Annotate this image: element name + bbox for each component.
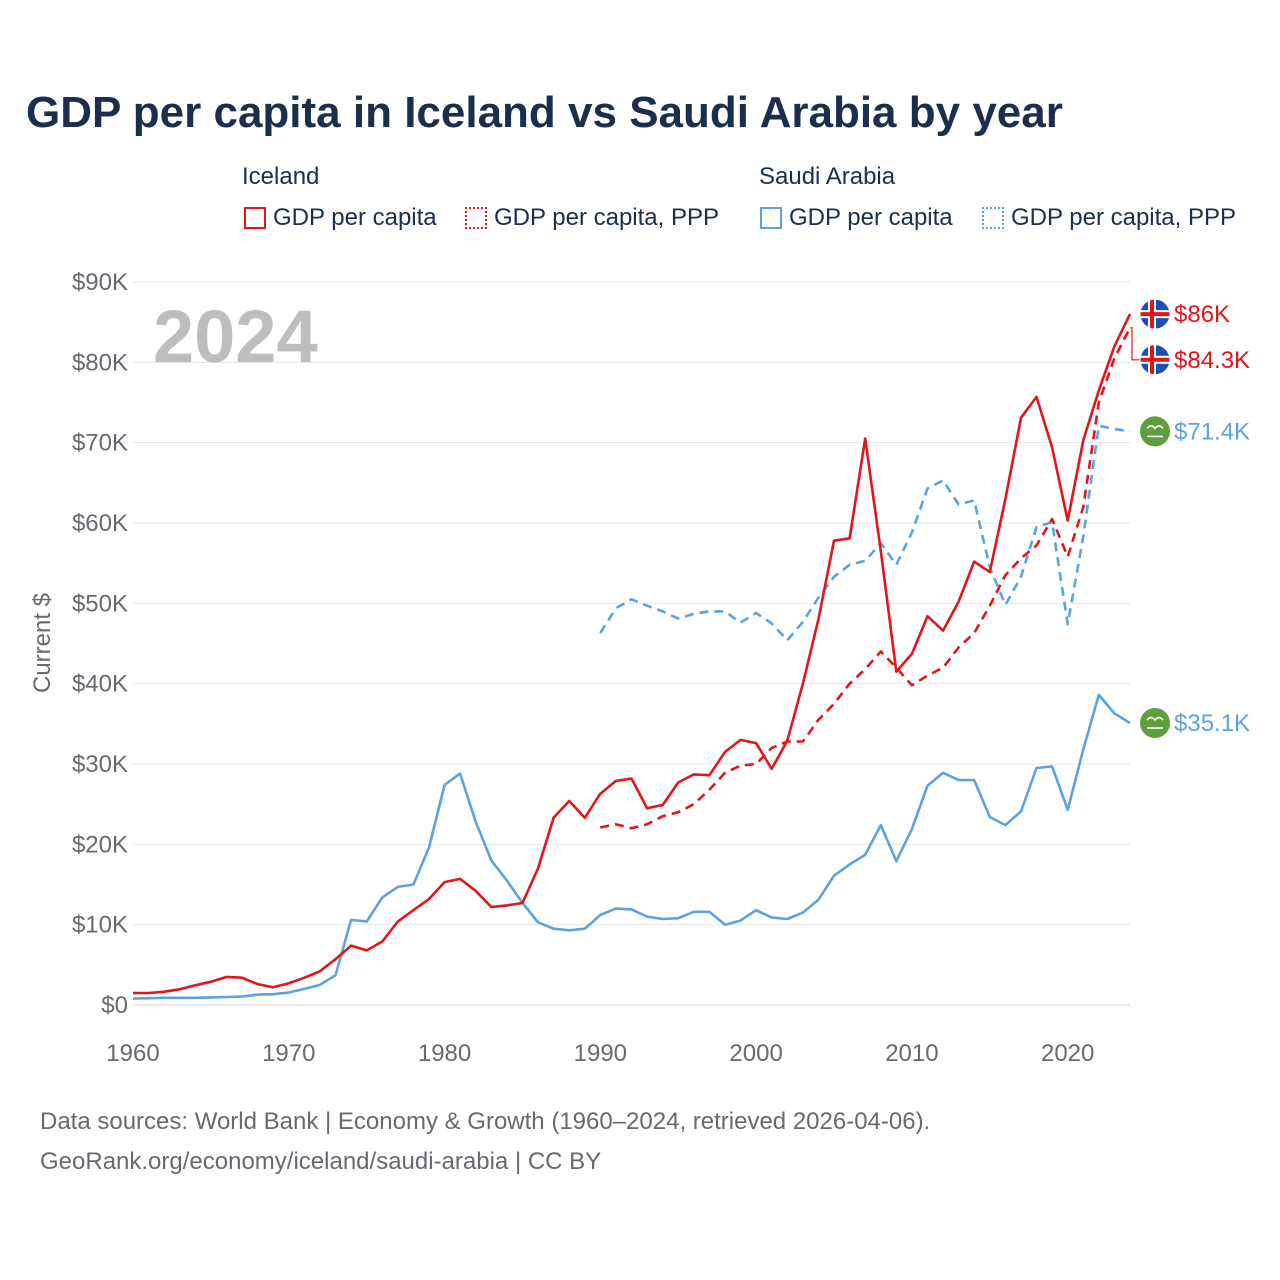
footer-sources: Data sources: World Bank | Economy & Gro…: [40, 1108, 931, 1135]
series-end-labels: $71.4K $35.1K $84.3K $86K: [1130, 298, 1250, 739]
x-tick-label: 1960: [106, 1040, 159, 1067]
series-line-saudi-arabia-gdp-per-capita-ppp[interactable]: [599, 424, 1131, 642]
footer-credit[interactable]: GeoRank.org/economy/iceland/saudi-arabia…: [40, 1148, 602, 1175]
legend-item-saudi-gdp-ppp[interactable]: GDP per capita, PPP: [982, 204, 1236, 232]
saudi-flag-icon: [1140, 708, 1170, 739]
x-tick-label: 1980: [418, 1040, 471, 1067]
series-end-value-label: $71.4K: [1174, 418, 1250, 445]
series-end-value-label: $86K: [1174, 301, 1230, 328]
grid: [133, 281, 1130, 1006]
y-tick-label: $80K: [72, 349, 128, 376]
series-line-iceland-gdp-per-capita[interactable]: [133, 313, 1132, 995]
series-end-value-label: $35.1K: [1174, 710, 1250, 737]
y-tick-label: $90K: [72, 269, 128, 296]
y-axis-ticks: $0 $10K $20K $30K $40K $50K $60K $70K $80K $90K: [72, 269, 128, 1019]
legend-label: GDP per capita: [789, 204, 953, 231]
legend-group-iceland: Iceland: [242, 163, 320, 190]
legend-label: GDP per capita, PPP: [1011, 204, 1236, 231]
series-line-iceland-gdp-per-capita-ppp[interactable]: [600, 327, 1132, 830]
legend-group-saudi-arabia: Saudi Arabia: [759, 163, 896, 190]
y-tick-label: $60K: [72, 510, 128, 537]
series-lines: [132, 313, 1132, 1000]
legend-label: GDP per capita, PPP: [494, 204, 719, 231]
y-tick-label: $40K: [72, 671, 128, 698]
legend-swatch-solid-icon: [760, 207, 782, 229]
chart-title: GDP per capita in Iceland vs Saudi Arabi…: [26, 88, 1063, 137]
legend-swatch-dotted-icon: [982, 207, 1004, 229]
x-axis-ticks: 1960 1970 1980 1990 2000 2010 2020: [106, 1040, 1094, 1067]
y-tick-label: $30K: [72, 751, 128, 778]
x-tick-label: 1990: [574, 1040, 627, 1067]
legend-label: GDP per capita: [273, 204, 437, 231]
legend-item-saudi-gdp[interactable]: GDP per capita: [760, 204, 953, 232]
legend-swatch-dotted-icon: [465, 207, 487, 229]
y-axis-label: Current $: [29, 593, 56, 693]
end-label-connector: [1130, 327, 1140, 361]
y-tick-label: $20K: [72, 831, 128, 858]
series-end-value-label: $84.3K: [1174, 347, 1250, 374]
y-tick-label: $70K: [72, 430, 128, 457]
x-tick-label: 2020: [1041, 1040, 1094, 1067]
y-tick-label: $10K: [72, 912, 128, 939]
legend-item-iceland-gdp[interactable]: GDP per capita: [244, 204, 437, 232]
iceland-flag-icon: [1139, 344, 1171, 376]
y-tick-label: $0: [101, 992, 128, 1019]
year-watermark: 2024: [153, 295, 318, 378]
saudi-flag-icon: [1140, 416, 1170, 447]
series-line-saudi-arabia-gdp-per-capita[interactable]: [132, 693, 1131, 1000]
x-tick-label: 2000: [729, 1040, 782, 1067]
legend-swatch-solid-icon: [244, 207, 266, 229]
x-tick-label: 2010: [885, 1040, 938, 1067]
x-tick-label: 1970: [262, 1040, 315, 1067]
legend-item-iceland-gdp-ppp[interactable]: GDP per capita, PPP: [465, 204, 719, 232]
iceland-flag-icon: [1139, 298, 1171, 330]
y-tick-label: $50K: [72, 590, 128, 617]
